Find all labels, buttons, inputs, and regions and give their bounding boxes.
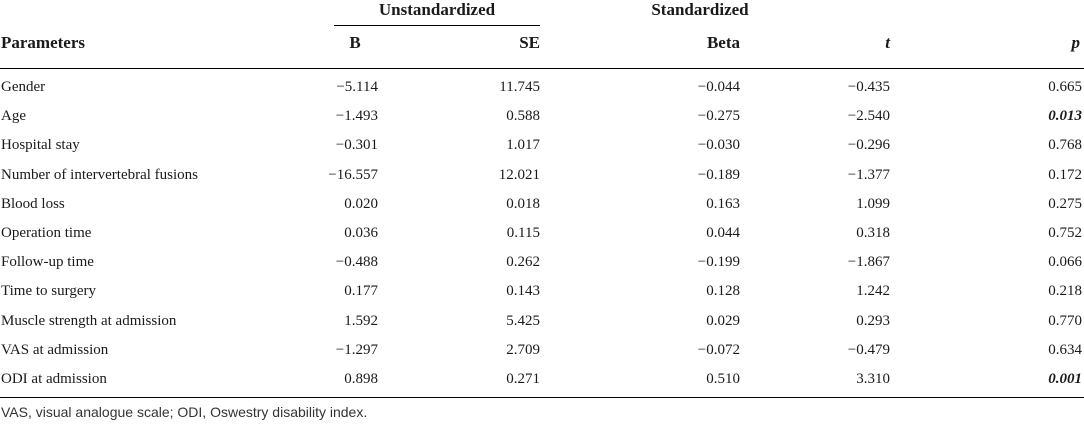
cell-p: 0.770 bbox=[1048, 312, 1082, 329]
cell-b: −0.488 bbox=[335, 254, 378, 271]
cell-t: −0.296 bbox=[847, 137, 890, 154]
cell-parameter: ODI at admission bbox=[1, 371, 107, 387]
cell-se: 2.709 bbox=[506, 341, 540, 358]
cell-t: 1.242 bbox=[856, 283, 890, 300]
cell-p: 0.768 bbox=[1048, 137, 1082, 154]
cell-parameter: Operation time bbox=[1, 225, 92, 241]
cell-se: 5.425 bbox=[506, 312, 540, 329]
cell-p: 0.172 bbox=[1048, 166, 1082, 183]
cell-b: 0.020 bbox=[344, 195, 378, 212]
group-header-standardized: Standardized bbox=[651, 0, 749, 19]
cell-b: 0.898 bbox=[344, 371, 378, 387]
cell-b: 1.592 bbox=[344, 312, 378, 329]
cell-beta: −0.030 bbox=[697, 137, 740, 154]
group-underline-unstandardized bbox=[334, 25, 540, 26]
cell-t: 1.099 bbox=[856, 195, 890, 212]
cell-t: −2.540 bbox=[847, 108, 890, 125]
column-header-b: B bbox=[349, 33, 361, 52]
table-row: Gender −5.114 11.745 −0.044 −0.435 0.665 bbox=[0, 73, 1084, 102]
cell-parameter: VAS at admission bbox=[1, 341, 109, 358]
cell-beta: 0.163 bbox=[706, 195, 740, 212]
cell-t: 0.293 bbox=[856, 312, 890, 329]
group-header-unstandardized: Unstandardized bbox=[378, 0, 496, 19]
cell-b: 0.036 bbox=[344, 225, 378, 241]
cell-p: 0.013 bbox=[1048, 108, 1082, 125]
table-row: Follow-up time −0.488 0.262 −0.199 −1.867 0.0… bbox=[0, 248, 1084, 277]
cell-parameter: Gender bbox=[1, 79, 46, 95]
cell-beta: −0.275 bbox=[697, 108, 740, 125]
cell-t: −1.377 bbox=[847, 166, 890, 183]
cell-b: 0.177 bbox=[344, 283, 378, 300]
cell-b: −0.301 bbox=[335, 137, 378, 154]
cell-parameter: Follow-up time bbox=[1, 254, 94, 271]
cell-beta: 0.510 bbox=[706, 371, 740, 387]
cell-p: 0.665 bbox=[1048, 79, 1082, 95]
cell-se: 0.271 bbox=[506, 371, 540, 387]
column-header-beta: Beta bbox=[706, 33, 740, 52]
cell-se: 0.143 bbox=[506, 283, 540, 300]
cell-se: 1.017 bbox=[506, 137, 540, 154]
table-row: Hospital stay −0.301 1.017 −0.030 −0.296 0.76… bbox=[0, 131, 1084, 160]
header-rule bbox=[0, 68, 1084, 69]
cell-b: −16.557 bbox=[328, 166, 378, 183]
cell-t: 3.310 bbox=[856, 371, 890, 387]
cell-beta: 0.029 bbox=[706, 312, 740, 329]
cell-beta: −0.072 bbox=[697, 341, 740, 358]
cell-beta: −0.199 bbox=[697, 254, 740, 271]
cell-beta: 0.128 bbox=[706, 283, 740, 300]
cell-beta: −0.044 bbox=[697, 79, 740, 95]
cell-p: 0.218 bbox=[1048, 283, 1082, 300]
cell-b: −1.493 bbox=[335, 108, 378, 125]
cell-se: 0.262 bbox=[506, 254, 540, 271]
cell-t: −1.867 bbox=[847, 254, 890, 271]
cell-p: 0.275 bbox=[1048, 195, 1082, 212]
cell-b: −5.114 bbox=[336, 79, 378, 95]
table-row: Operation time 0.036 0.115 0.044 0.318 0.752 bbox=[0, 219, 1084, 248]
table-row: Time to surgery 0.177 0.143 0.128 1.242 0.218 bbox=[0, 277, 1084, 306]
cell-p: 0.066 bbox=[1048, 254, 1082, 271]
cell-b: −1.297 bbox=[335, 341, 378, 358]
cell-p: 0.634 bbox=[1048, 341, 1082, 358]
cell-t: 0.318 bbox=[856, 225, 890, 241]
cell-se: 12.021 bbox=[498, 166, 540, 183]
table-row: ODI at admission 0.898 0.271 0.510 3.310 0.00… bbox=[0, 365, 1084, 394]
cell-se: 0.018 bbox=[506, 195, 540, 212]
cell-se: 11.745 bbox=[499, 79, 540, 95]
cell-p: 0.001 bbox=[1048, 371, 1082, 387]
table-footnote: VAS, visual analogue scale; ODI, Oswestr… bbox=[1, 404, 368, 420]
cell-t: −0.435 bbox=[847, 79, 890, 95]
cell-parameter: Time to surgery bbox=[1, 283, 97, 300]
table-row: Blood loss 0.020 0.018 0.163 1.099 0.275 bbox=[0, 190, 1084, 219]
table-row: Age −1.493 0.588 −0.275 −2.540 0.013 bbox=[0, 102, 1084, 131]
cell-parameter: Muscle strength at admission bbox=[1, 312, 177, 329]
column-header-p: p bbox=[1071, 33, 1081, 52]
cell-se: 0.588 bbox=[506, 108, 540, 125]
column-header-se: SE bbox=[519, 33, 540, 52]
table-row: VAS at admission −1.297 2.709 −0.072 −0.479 0… bbox=[0, 336, 1084, 365]
bottom-rule bbox=[0, 397, 1084, 398]
cell-beta: −0.189 bbox=[697, 166, 740, 183]
cell-beta: 0.044 bbox=[706, 225, 740, 241]
cell-parameter: Number of intervertebral fusions bbox=[1, 166, 199, 183]
table-row: Muscle strength at admission 1.592 5.425 0.… bbox=[0, 307, 1084, 336]
cell-p: 0.752 bbox=[1048, 225, 1082, 241]
cell-se: 0.115 bbox=[506, 225, 540, 241]
column-header-parameters: Parameters bbox=[1, 33, 86, 52]
cell-t: −0.479 bbox=[847, 341, 890, 358]
table-row: Number of intervertebral fusions −16.557 1… bbox=[0, 161, 1084, 190]
column-header-t: t bbox=[885, 33, 890, 52]
cell-parameter: Blood loss bbox=[1, 195, 65, 212]
cell-parameter: Age bbox=[1, 108, 26, 125]
cell-parameter: Hospital stay bbox=[1, 137, 80, 154]
